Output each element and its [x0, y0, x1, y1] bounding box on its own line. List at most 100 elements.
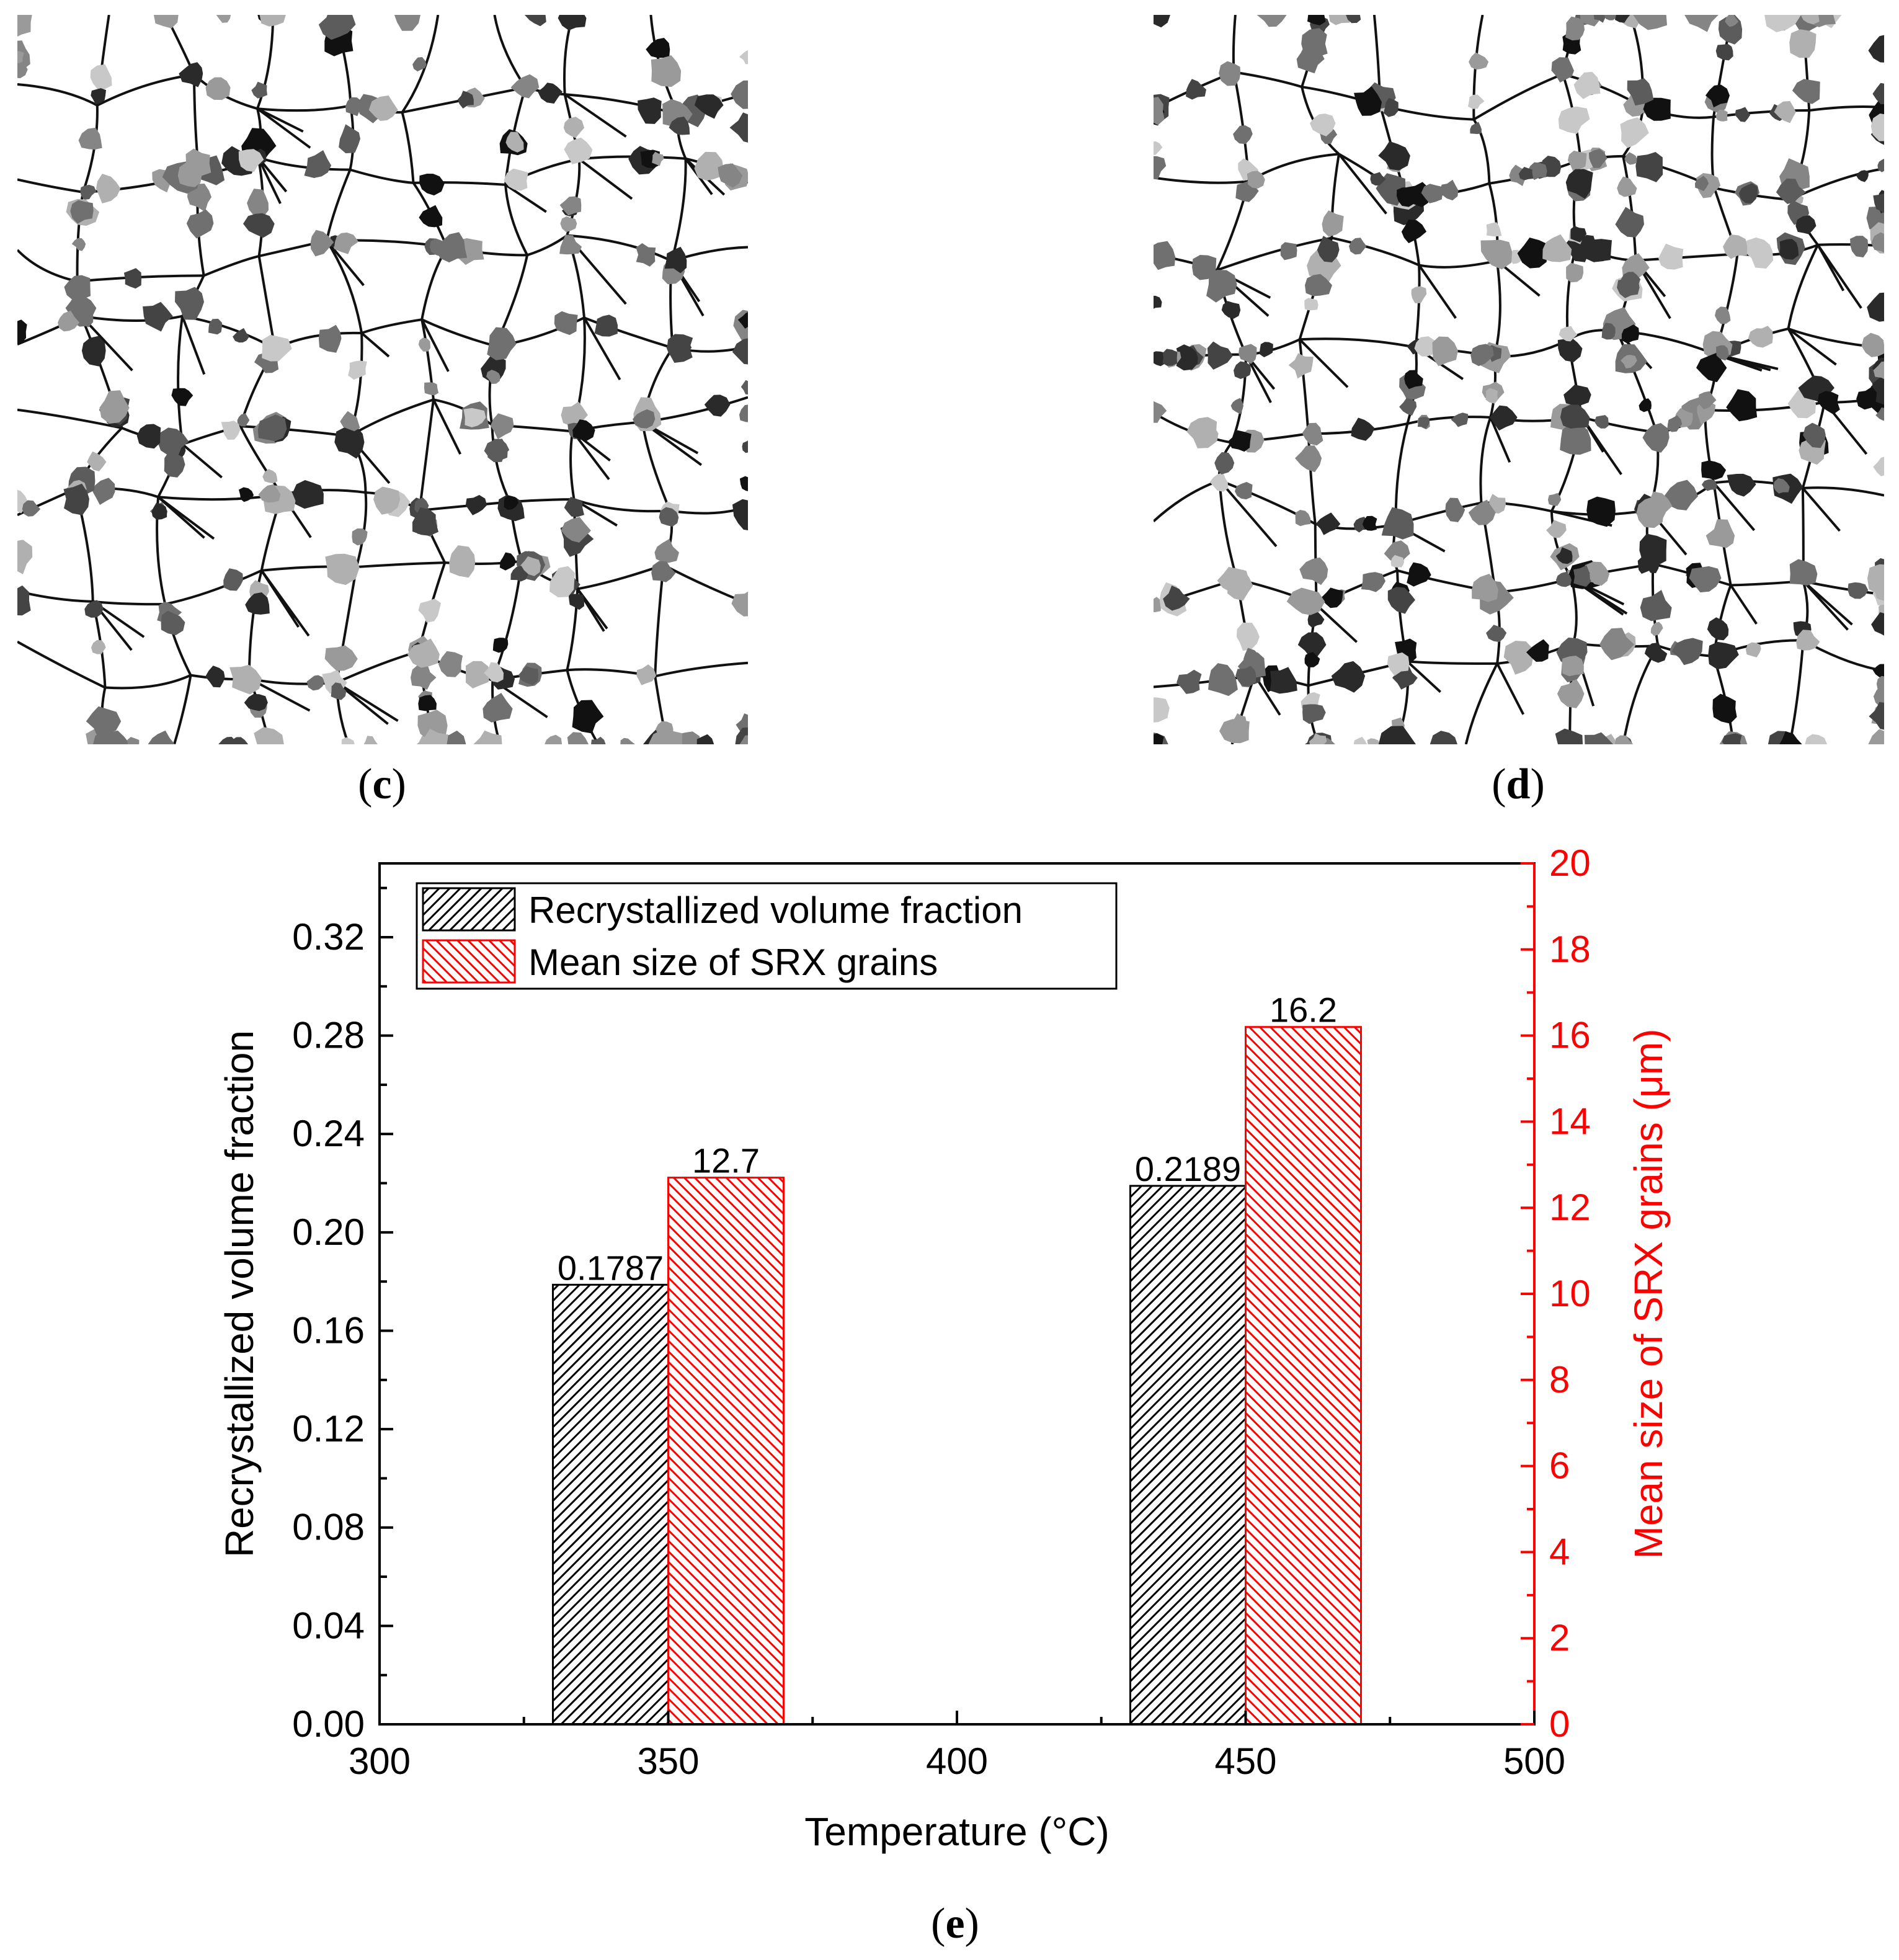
srx-grain	[1486, 222, 1502, 237]
srx-grain	[411, 664, 437, 690]
srx-grain	[292, 480, 324, 509]
srx-grain	[71, 238, 86, 251]
legend-label-size: Mean size of SRX grains	[528, 942, 938, 983]
srx-grain	[1872, 82, 1884, 105]
bar-label-size-450: 16.2	[1270, 991, 1337, 1030]
srx-grain	[1789, 559, 1818, 586]
srx-grain	[1490, 405, 1518, 431]
srx-grain	[1715, 43, 1733, 61]
srx-grain	[1154, 15, 1170, 28]
srx-grain	[233, 327, 250, 343]
grain-boundary	[1616, 330, 1658, 433]
srx-grain	[123, 268, 141, 289]
srx-grain	[1764, 15, 1802, 32]
srx-grain	[694, 151, 724, 181]
srx-grain	[318, 324, 342, 353]
srx-grain	[1414, 336, 1438, 357]
srx-grain	[549, 566, 576, 597]
grain-boundary	[1315, 604, 1358, 643]
srx-grain	[1221, 301, 1241, 319]
srx-grain	[538, 82, 563, 104]
srx-grain	[1555, 547, 1573, 564]
srx-grain	[1722, 733, 1742, 744]
srx-grain	[651, 55, 682, 87]
srx-grain	[1445, 497, 1465, 522]
srx-grain	[87, 451, 107, 471]
y-right-tick-label: 8	[1549, 1359, 1570, 1401]
srx-grain	[179, 62, 203, 87]
grain-boundary	[504, 184, 528, 256]
bar-fraction-350	[552, 1283, 669, 1726]
srx-grain	[394, 15, 420, 31]
srx-grain	[1800, 15, 1820, 25]
grain-boundary	[573, 498, 670, 513]
srx-grain	[1671, 638, 1703, 666]
srx-grain	[92, 478, 115, 505]
srx-grain	[1646, 556, 1660, 573]
y-left-tick-label: 0.20	[292, 1211, 365, 1253]
srx-grain	[651, 561, 676, 582]
srx-grain	[1407, 562, 1431, 587]
y-right-tick-label: 0	[1549, 1703, 1570, 1745]
srx-grain	[1560, 736, 1580, 744]
srx-grain	[1302, 422, 1323, 446]
srx-grain	[591, 736, 606, 744]
srx-grain	[1871, 232, 1884, 253]
srx-grain	[1872, 664, 1884, 679]
srx-grain	[1219, 719, 1250, 744]
srx-grain	[518, 666, 539, 685]
srx-grain	[1557, 679, 1585, 708]
srx-grain	[732, 338, 748, 365]
srx-grain	[561, 517, 591, 543]
srx-grain	[100, 730, 130, 744]
srx-grain	[659, 507, 679, 527]
srx-grain	[1235, 666, 1256, 687]
grain-boundary	[164, 569, 262, 605]
srx-grain	[572, 700, 604, 734]
srx-grain	[1503, 641, 1534, 675]
srx-grain	[310, 229, 334, 257]
srx-grain	[505, 131, 524, 153]
srx-grain	[1390, 555, 1405, 568]
micrograph-c	[17, 15, 748, 744]
srx-grain	[567, 732, 589, 744]
srx-grain	[1696, 352, 1727, 383]
srx-grain	[348, 360, 367, 380]
srx-grain	[1789, 29, 1817, 58]
srx-grain	[91, 88, 106, 105]
srx-grain	[245, 592, 270, 615]
srx-grain	[1779, 731, 1802, 744]
srx-grain	[1317, 236, 1340, 262]
srx-grain	[1557, 338, 1583, 362]
srx-grain	[1735, 107, 1751, 122]
srx-grain	[510, 74, 540, 99]
srx-grain	[1404, 370, 1423, 390]
grain-boundary	[583, 317, 621, 381]
panel-caption-d: (d)	[1492, 760, 1545, 808]
y-right-axis-label: Mean size of SRX grains (μm)	[1626, 1029, 1671, 1559]
srx-grain	[1299, 557, 1328, 586]
srx-grain	[1362, 515, 1377, 531]
srx-grain	[1590, 564, 1608, 586]
srx-grain	[1705, 84, 1730, 108]
grain-boundary	[1418, 259, 1498, 269]
srx-grain	[1488, 494, 1506, 514]
srx-grain	[1217, 567, 1250, 595]
srx-grain	[17, 15, 32, 37]
srx-grain	[1599, 628, 1634, 661]
srx-grain	[70, 200, 94, 224]
y-left-axis-label: Recrystallized volume fraction	[217, 1030, 262, 1557]
grain-boundary	[257, 104, 351, 112]
grain-boundary	[326, 239, 363, 334]
srx-grain	[636, 243, 656, 267]
srx-grain	[340, 411, 360, 432]
srx-grain	[331, 682, 347, 700]
srx-grain	[1708, 641, 1739, 670]
grain-boundary	[1479, 417, 1492, 503]
srx-grain	[1556, 572, 1572, 587]
srx-grain	[1639, 398, 1652, 412]
legend: Recrystallized volume fraction Mean size…	[416, 882, 1118, 990]
srx-grain	[244, 693, 268, 711]
srx-grain	[1470, 122, 1482, 135]
srx-grain	[1774, 100, 1796, 123]
